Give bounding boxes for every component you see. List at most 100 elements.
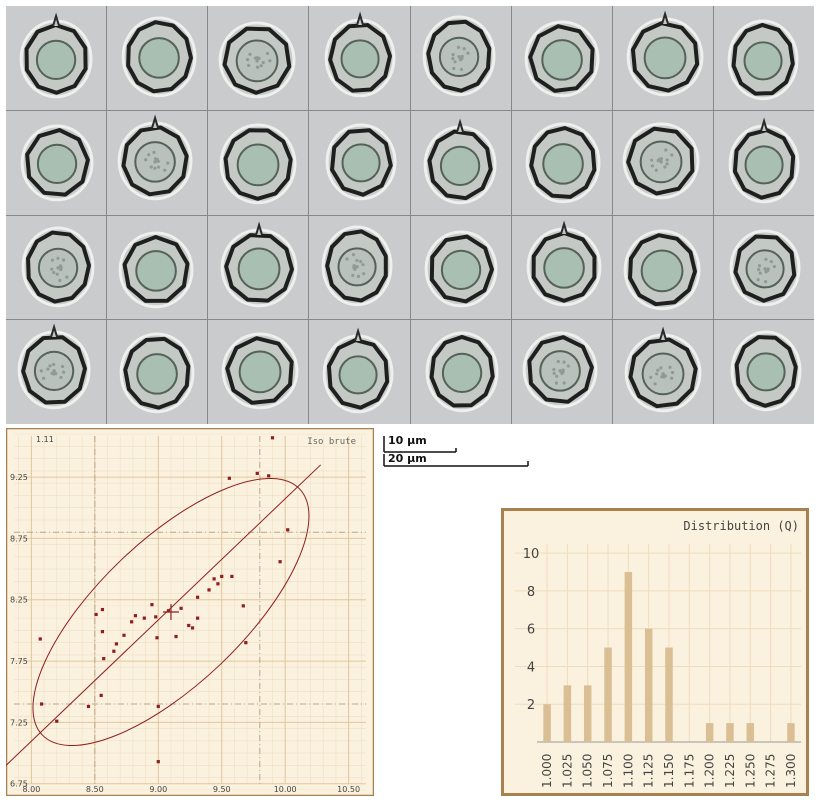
scatter-point: [150, 603, 154, 607]
histogram-bar: [583, 685, 592, 742]
spore-image: [121, 16, 197, 98]
scatter-point: [278, 560, 282, 564]
scatter-ellipse: [6, 464, 322, 767]
spore-thumbnail: [107, 6, 208, 110]
scatter-point: [187, 623, 191, 628]
spore-thumbnail: [612, 6, 713, 110]
spore-image: [325, 11, 396, 98]
histogram: Distribution (Q) 2 4 6 8 10 1.000 1.025 1.050 1.…: [501, 508, 809, 796]
histogram-bar: [644, 628, 653, 742]
histogram-bar: [705, 723, 714, 742]
spore-image: [218, 21, 296, 99]
scatter-plot: 8.00 8.50 9.00 9.50 10.00 10.50 6.75 7.25 7.75 8.…: [6, 428, 374, 796]
spore-image: [622, 122, 700, 200]
scatter-point: [142, 616, 146, 620]
x-tick-label: 8.50: [86, 785, 104, 794]
spore-thumbnail: [6, 6, 107, 110]
spore-thumbnail: [511, 215, 612, 320]
scatter-point: [212, 577, 216, 581]
x-tick-label: 10.50: [337, 785, 360, 794]
y-tick-label: 8.25: [10, 596, 28, 605]
histogram-bar: [624, 572, 633, 742]
scatter-point: [156, 760, 160, 764]
spore-thumbnail: [107, 215, 208, 320]
scatter-background: [6, 428, 374, 796]
scale-bar-20-label: 20 µm: [388, 452, 427, 465]
spore-image: [728, 117, 800, 204]
scatter-point: [230, 574, 234, 579]
scatter-point: [100, 607, 105, 612]
spore-image: [219, 123, 297, 205]
mean-marker: [162, 604, 179, 620]
spore-image: [729, 228, 801, 306]
histogram-bar: [563, 685, 572, 742]
scatter-point: [207, 588, 211, 592]
scatter-point: [196, 595, 200, 599]
scatter-point: [286, 528, 290, 532]
scatter-point: [154, 615, 158, 619]
scatter-reference-lines: [14, 436, 366, 784]
spore-image: [20, 124, 94, 202]
scatter-grid: [14, 433, 366, 791]
histogram-bar: [665, 647, 673, 742]
histogram-bars: [543, 572, 795, 742]
spore-image: [221, 332, 299, 410]
spore-image: [422, 15, 495, 97]
x-tick-label: 1.300: [784, 754, 798, 788]
scatter-corner-label: 1.11: [36, 435, 54, 444]
y-tick-label: 6: [527, 623, 535, 638]
spore-image: [522, 331, 598, 409]
spore-thumbnail: [612, 320, 713, 424]
spore-image: [117, 114, 193, 201]
y-tick-label: 6.75: [10, 780, 28, 789]
histogram-bar: [604, 647, 612, 742]
spore-thumbnail: [511, 6, 612, 110]
scatter-point: [156, 704, 160, 709]
y-tick-label: 9.25: [10, 473, 28, 482]
x-tick-label: 1.050: [581, 754, 595, 788]
spore-image: [322, 224, 393, 306]
x-tick-label: 1.000: [540, 754, 554, 788]
scatter-point: [216, 582, 220, 586]
x-tick-label: 1.025: [560, 754, 574, 788]
scatter-point: [86, 704, 91, 709]
spore-thumbnail: [208, 215, 309, 320]
spore-thumbnail: [410, 320, 511, 424]
scatter-point: [227, 476, 231, 480]
spore-thumbnail: [713, 6, 814, 110]
y-tick-label: 10: [523, 547, 540, 562]
x-tick-label: 9.50: [213, 785, 231, 794]
y-tick-label: 2: [527, 698, 535, 713]
spore-thumbnail: [208, 6, 309, 110]
spore-image: [119, 332, 195, 414]
regression-line: [6, 464, 322, 767]
spore-thumbnail: [511, 320, 612, 424]
spore-thumbnail: [107, 110, 208, 215]
spore-thumbnail: [713, 110, 814, 215]
spore-thumbnail: [309, 320, 410, 424]
histogram-bar: [746, 723, 755, 742]
scatter-point: [270, 436, 275, 440]
scatter-point: [112, 649, 116, 653]
scatter-point: [155, 636, 159, 640]
y-tick-label: 8.75: [10, 534, 28, 543]
spore-image: [21, 225, 95, 307]
x-tick-label: 1.200: [703, 754, 717, 788]
scatter-point: [99, 693, 103, 698]
spore-image: [524, 20, 600, 98]
scatter-tick-labels: 8.00 8.50 9.00 9.50 10.00 10.50 6.75 7.25 7.75 8.…: [10, 473, 360, 794]
scatter-point: [55, 719, 59, 723]
spore-image: [17, 323, 91, 410]
scatter-point: [130, 620, 134, 624]
spore-thumbnail: [208, 320, 309, 424]
spore-image: [19, 12, 93, 99]
x-tick-label: 1.075: [601, 754, 615, 788]
spore-image-grid: [6, 6, 814, 424]
spore-image: [424, 229, 497, 307]
scatter-point: [190, 626, 195, 630]
spore-image: [425, 331, 498, 413]
y-tick-label: 7.25: [10, 718, 28, 727]
scale-bar-20: [383, 454, 529, 467]
histogram-bar: [787, 723, 795, 742]
scatter-point: [100, 630, 105, 634]
